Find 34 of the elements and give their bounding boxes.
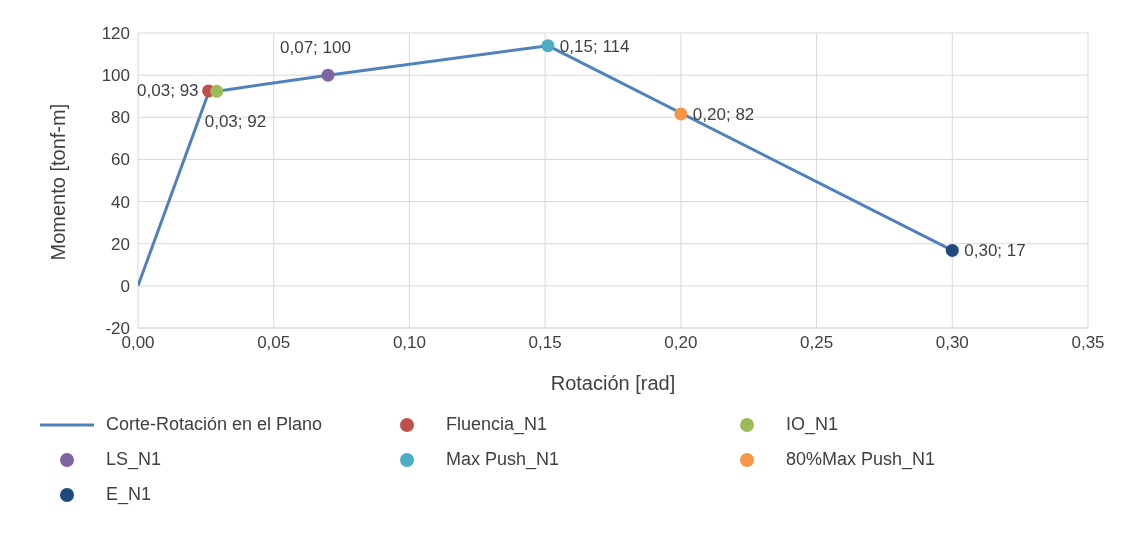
legend-label: IO_N1 bbox=[786, 414, 839, 435]
point bbox=[674, 107, 688, 121]
x-tick-label: 0,10 bbox=[392, 333, 426, 353]
x-axis-title: Rotación [rad] bbox=[550, 372, 676, 394]
point bbox=[210, 84, 224, 98]
y-tick-label: 40 bbox=[111, 192, 130, 212]
legend-label: Corte-Rotación en el Plano bbox=[106, 414, 323, 435]
legend-label: 80%Max Push_N1 bbox=[786, 449, 936, 470]
y-tick-label: 80 bbox=[111, 108, 130, 128]
data-label: 0,07; 100 bbox=[280, 38, 351, 58]
y-axis-title: Momento [tonf-m] bbox=[47, 103, 70, 261]
data-label: 0,03; 92 bbox=[204, 112, 267, 132]
y-tick-label: 0 bbox=[120, 276, 130, 296]
x-tick-label: 0,15 bbox=[528, 333, 562, 353]
x-tick-label: 0,35 bbox=[1071, 333, 1105, 353]
legend-label: Max Push_N1 bbox=[446, 449, 560, 470]
legend-label: E_N1 bbox=[106, 484, 152, 505]
data-label: 0,03; 93 bbox=[137, 80, 199, 100]
x-tick-label: 0,05 bbox=[257, 333, 291, 353]
data-label: 0,30; 17 bbox=[964, 241, 1026, 261]
legend-label: LS_N1 bbox=[106, 449, 162, 470]
y-tick-label: 120 bbox=[101, 24, 130, 44]
legend-label: Fluencia_N1 bbox=[446, 414, 548, 435]
y-tick-label: 100 bbox=[101, 66, 130, 86]
point bbox=[945, 243, 959, 257]
x-tick-label: 0,20 bbox=[664, 333, 698, 353]
x-tick-label: 0,30 bbox=[935, 333, 969, 353]
point bbox=[321, 68, 335, 82]
data-label: 0,15; 114 bbox=[559, 36, 630, 56]
y-tick-label: 60 bbox=[111, 150, 130, 170]
x-tick-label: 0,25 bbox=[800, 333, 834, 353]
data-label: 0,20; 82 bbox=[692, 104, 755, 124]
point bbox=[541, 39, 555, 53]
y-tick-label: 20 bbox=[111, 234, 130, 254]
